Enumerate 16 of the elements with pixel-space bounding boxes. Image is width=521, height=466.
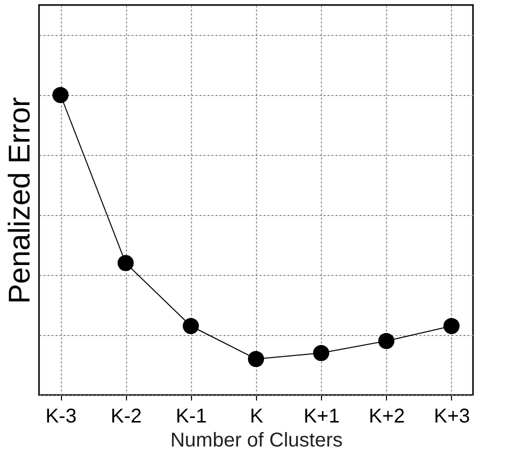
point <box>52 86 69 104</box>
x-tick-label: K+1 <box>304 406 340 428</box>
x-tick-label: K-3 <box>45 406 77 428</box>
x-tick-label: K <box>250 406 264 428</box>
x-tick-label: K+2 <box>368 406 405 428</box>
x-tick-label: K+3 <box>434 406 470 428</box>
x-tick-label: K-2 <box>110 406 142 428</box>
point <box>248 350 264 368</box>
point <box>443 318 460 334</box>
point <box>118 254 134 272</box>
x-tick-label: K-1 <box>176 406 207 428</box>
x-axis-title: Number of Clusters <box>170 430 343 452</box>
point <box>313 344 330 362</box>
point <box>378 332 394 350</box>
point <box>182 318 199 334</box>
y-axis-title: Penalized Error <box>4 97 36 304</box>
